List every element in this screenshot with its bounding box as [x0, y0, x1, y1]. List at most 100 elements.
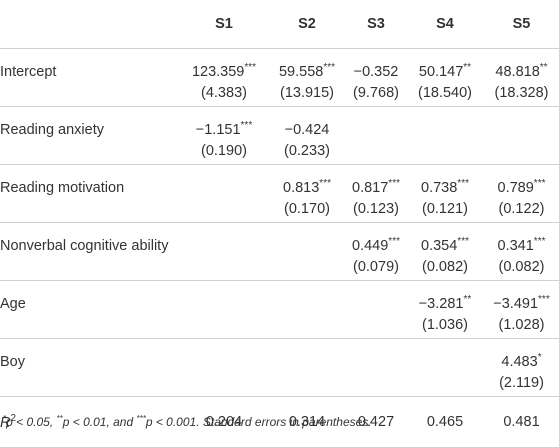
table-body: Intercept 123.359*** 59.558*** −0.352 50.147…	[0, 49, 559, 448]
coefficient-cell: 50.147**	[406, 49, 484, 80]
coefficient-row: Age −3.281** −3.491***	[0, 281, 559, 313]
coefficient-cell	[484, 107, 559, 139]
coefficient-cell	[406, 107, 484, 139]
standard-error-cell: (0.233)	[268, 138, 346, 165]
coefficient-cell: 48.818**	[484, 49, 559, 80]
coefficient-value: 50.147	[418, 64, 464, 80]
coefficient-value: 48.818	[495, 64, 540, 80]
table-footnote: *p < 0.05, **p < 0.01, and ***p < 0.001.…	[3, 414, 372, 429]
coefficient-cell: 0.449***	[346, 223, 406, 254]
coefficient-cell: −0.424	[268, 107, 346, 138]
r-squared-superscript: 2	[10, 413, 17, 425]
footnote-text-2: p < 0.01, and	[62, 415, 137, 429]
coefficient-cell: −1.151***	[180, 107, 268, 138]
footnote-mark-2: **	[56, 414, 63, 423]
row-label-empty	[0, 80, 180, 107]
coefficient-value: 123.359	[191, 64, 245, 80]
standard-error-cell: (0.123)	[346, 196, 406, 223]
significance-stars: ***	[323, 62, 336, 74]
standard-error-cell: (4.383)	[180, 80, 268, 107]
coefficient-cell: 0.341***	[484, 223, 559, 254]
column-header-s3: S3	[346, 0, 406, 49]
row-label-empty	[0, 196, 180, 223]
standard-error-cell	[406, 138, 484, 165]
row-label: Nonverbal cognitive ability	[0, 238, 169, 254]
row-label: Intercept	[0, 64, 57, 80]
r-squared-value: 0.465	[406, 396, 484, 448]
standard-error-row: (1.036) (1.028)	[0, 312, 559, 339]
standard-error-row: (4.383) (13.915) (9.768) (18.540) (18.328)	[0, 80, 559, 107]
standard-error-cell: (0.082)	[484, 254, 559, 281]
coefficient-value: 0.354	[421, 238, 458, 254]
row-label-empty	[0, 370, 180, 397]
coefficient-row: Intercept 123.359*** 59.558*** −0.352 50.147…	[0, 49, 559, 80]
coefficient-value: 0.449	[352, 238, 389, 254]
coefficient-cell: −3.491***	[484, 281, 559, 312]
row-label: Reading motivation	[0, 180, 125, 196]
standard-error-cell: (18.328)	[484, 80, 559, 107]
significance-stars: **	[539, 62, 548, 74]
coefficient-row: Reading motivation 0.813*** 0.817*** 0.738*…	[0, 165, 559, 196]
standard-error-cell: (0.121)	[406, 196, 484, 223]
coefficient-value: 0.341	[497, 238, 534, 254]
significance-stars: ***	[457, 178, 469, 190]
significance-stars: ***	[538, 294, 550, 306]
r-squared-symbol: R	[0, 414, 11, 431]
column-header-s1: S1	[180, 0, 268, 49]
significance-stars: ***	[457, 236, 469, 248]
standard-error-cell: (2.119)	[484, 370, 559, 397]
footnote-mark-1: *	[3, 414, 7, 423]
row-label: Reading anxiety	[0, 122, 104, 138]
significance-stars: ***	[388, 236, 400, 248]
column-header-s2: S2	[268, 0, 346, 49]
standard-error-cell: (0.190)	[180, 138, 268, 165]
standard-error-cell: (0.079)	[346, 254, 406, 281]
significance-stars: ***	[319, 178, 331, 190]
standard-error-cell	[484, 138, 559, 165]
coefficient-cell	[268, 339, 346, 371]
coefficient-row: Boy 4.483*	[0, 339, 559, 371]
standard-error-cell	[346, 312, 406, 339]
coefficient-value: −0.352	[353, 64, 399, 80]
standard-error-cell: (0.082)	[406, 254, 484, 281]
significance-stars: **	[463, 294, 472, 306]
coefficient-value: 0.813	[283, 180, 320, 196]
standard-error-cell: (13.915)	[268, 80, 346, 107]
coefficient-value: −3.491	[493, 296, 539, 312]
coefficient-value: −1.151	[195, 122, 241, 138]
significance-stars: ***	[533, 236, 546, 248]
row-label-empty	[0, 312, 180, 339]
significance-stars: ***	[244, 62, 257, 74]
coefficient-cell: 4.483*	[484, 339, 559, 370]
coefficient-cell: 0.817***	[346, 165, 406, 196]
standard-error-row: (0.190) (0.233)	[0, 138, 559, 165]
coefficient-cell: 0.738***	[406, 165, 484, 196]
coefficient-cell: 0.813***	[268, 165, 346, 196]
coefficient-row: Nonverbal cognitive ability 0.449*** 0.354…	[0, 223, 559, 255]
significance-stars: ***	[533, 178, 546, 190]
coefficient-cell	[180, 223, 268, 255]
header-label-cell	[0, 0, 180, 49]
coefficient-cell	[268, 223, 346, 255]
significance-stars: **	[463, 62, 472, 74]
r-squared-value: 0.481	[484, 396, 559, 448]
coefficient-cell	[180, 281, 268, 313]
coefficient-cell	[268, 281, 346, 313]
row-label-empty	[0, 138, 180, 165]
row-label: Boy	[0, 354, 25, 370]
coefficient-value: 4.483	[501, 354, 538, 370]
coefficient-cell: 59.558***	[268, 49, 346, 80]
standard-error-cell	[268, 370, 346, 397]
column-header-s4: S4	[406, 0, 484, 49]
coefficient-cell: 0.354***	[406, 223, 484, 254]
coefficient-cell	[346, 107, 406, 139]
column-header-s5: S5	[484, 0, 559, 49]
coefficient-cell	[406, 339, 484, 371]
standard-error-cell	[180, 196, 268, 223]
coefficient-row: Reading anxiety −1.151*** −0.424	[0, 107, 559, 139]
footnote-mark-3: ***	[136, 414, 146, 423]
coefficient-value: 59.558	[278, 64, 324, 80]
coefficient-value: 0.789	[497, 180, 534, 196]
